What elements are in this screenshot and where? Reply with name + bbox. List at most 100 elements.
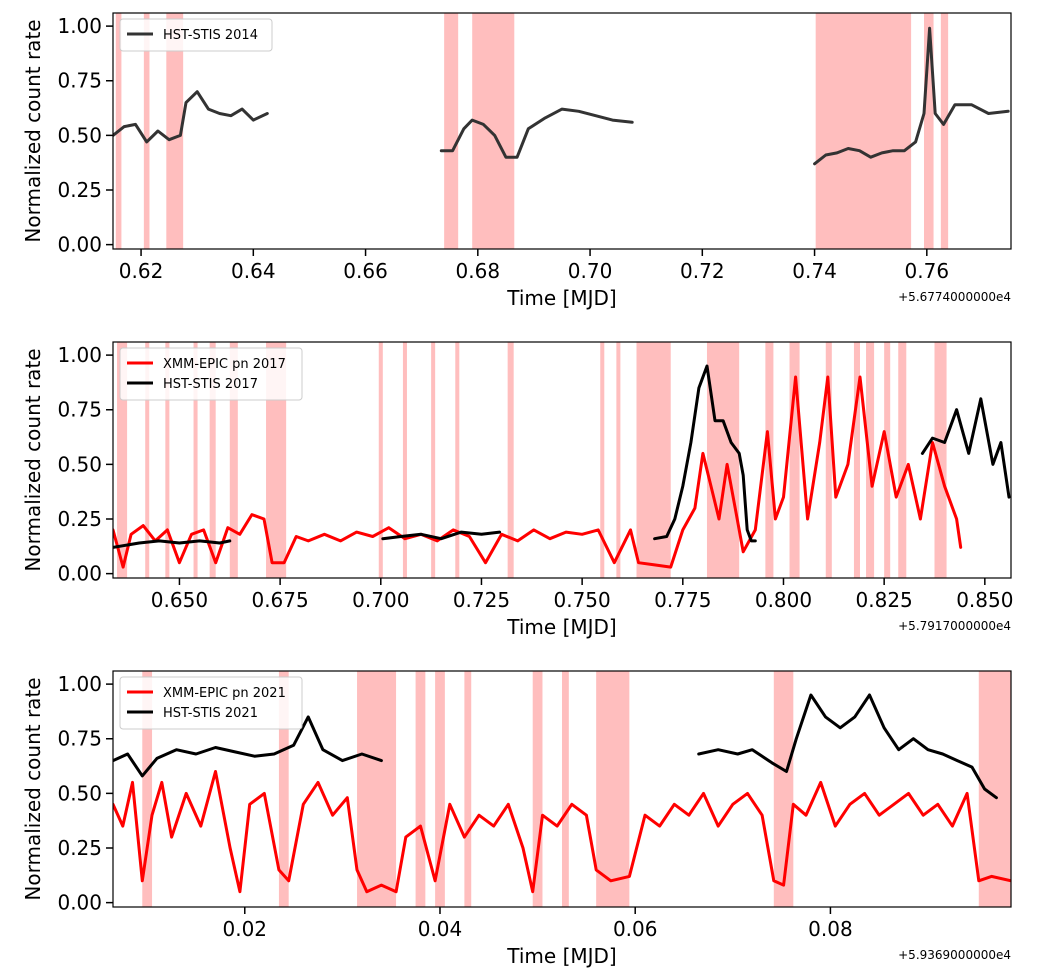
series-line-hst-stis-2017	[920, 397, 1011, 499]
series-line-xmm-epic-pn-2017	[113, 375, 963, 569]
shaded-interval	[142, 671, 153, 907]
x-offset-label: +5.9369000000e4	[898, 948, 1011, 962]
shaded-intervals	[115, 13, 949, 249]
x-tick-label: 0.725	[453, 588, 510, 612]
legend-entry: XMM-EPIC pn 2017	[163, 357, 286, 372]
shaded-interval	[616, 342, 621, 578]
y-tick-label: 0.00	[57, 233, 102, 257]
shaded-interval	[507, 342, 514, 578]
shaded-interval	[924, 13, 934, 249]
shaded-interval	[431, 342, 436, 578]
legend-entry: HST-STIS 2014	[163, 28, 258, 43]
y-tick-label: 0.25	[57, 836, 102, 860]
shaded-interval	[789, 342, 800, 578]
y-tick-label: 0.00	[57, 891, 102, 915]
shaded-interval	[884, 342, 891, 578]
series-lines	[113, 693, 1011, 894]
shaded-interval	[278, 671, 289, 907]
series-line-hst-stis-2014	[113, 90, 269, 144]
shaded-interval	[940, 13, 949, 249]
x-offset-label: +5.7917000000e4	[898, 619, 1011, 633]
x-axis-label: Time [MJD]	[506, 286, 616, 310]
shaded-interval	[229, 342, 238, 578]
axes-frame	[112, 670, 1012, 908]
shaded-intervals	[117, 342, 947, 578]
y-tick-label: 0.50	[57, 781, 102, 805]
x-tick-label: 0.800	[755, 588, 812, 612]
series-line-hst-stis-2021	[113, 715, 383, 778]
series-line-hst-stis-2014	[439, 107, 634, 159]
shaded-interval	[706, 342, 740, 578]
shaded-interval	[165, 342, 170, 578]
shaded-interval	[415, 671, 426, 907]
x-offset-label: +5.6774000000e4	[898, 290, 1011, 304]
y-axis-label: Normalized count rate	[21, 677, 45, 900]
series-line-hst-stis-2017	[653, 364, 757, 543]
x-tick-label: 0.72	[680, 259, 725, 283]
series-line-hst-stis-2017	[381, 530, 502, 541]
x-tick-label: 0.76	[905, 259, 950, 283]
shaded-interval	[898, 342, 907, 578]
x-axis-label: Time [MJD]	[506, 615, 616, 639]
x-tick-label: 0.62	[119, 259, 164, 283]
shaded-interval	[455, 342, 460, 578]
x-tick-label: 0.775	[654, 588, 711, 612]
x-tick-label: 0.66	[343, 259, 388, 283]
series-lines	[113, 364, 1011, 569]
shaded-interval	[464, 671, 472, 907]
legend: HST-STIS 2014	[119, 18, 273, 52]
legend-entry: HST-STIS 2021	[163, 706, 258, 721]
y-tick-label: 1.00	[57, 672, 102, 696]
shaded-interval	[532, 671, 543, 907]
shaded-interval	[357, 671, 397, 907]
x-tick-label: 0.68	[456, 259, 501, 283]
shaded-interval	[266, 342, 287, 578]
y-axis-label: Normalized count rate	[21, 348, 45, 571]
shaded-interval	[773, 671, 794, 907]
shaded-interval	[378, 342, 383, 578]
y-axis-label: Normalized count rate	[21, 19, 45, 242]
axes-frame	[112, 12, 1012, 250]
y-tick-label: 0.25	[57, 178, 102, 202]
shaded-interval	[562, 671, 569, 907]
y-tick-label: 0.75	[57, 398, 102, 422]
shaded-interval	[853, 342, 860, 578]
shaded-interval	[209, 342, 216, 578]
shaded-interval	[166, 13, 184, 249]
x-tick-label: 0.74	[792, 259, 837, 283]
panel-2014: 0.62 0.64 0.66 0.68 0.70 0.72 0.74 0.76 0.00 0.25…	[21, 12, 1012, 310]
shaded-interval	[934, 342, 947, 578]
y-tick-label: 1.00	[57, 343, 102, 367]
legend-entry: XMM-EPIC pn 2021	[163, 686, 286, 701]
x-tick-label: 0.750	[554, 588, 611, 612]
x-tick-label: 0.825	[856, 588, 913, 612]
y-tick-label: 0.50	[57, 123, 102, 147]
y-tick-label: 0.25	[57, 507, 102, 531]
legend-box	[119, 347, 303, 401]
series-line-hst-stis-2021	[697, 693, 998, 800]
axes-frame	[112, 341, 1012, 579]
y-tick-label: 1.00	[57, 14, 102, 38]
y-tick-label: 0.75	[57, 727, 102, 751]
series-line-xmm-epic-pn-2021	[113, 770, 1011, 894]
series-line-hst-stis-2014	[813, 26, 1010, 166]
panel-2017: 0.650 0.675 0.700 0.725 0.750 0.775 0.800 0.825…	[21, 341, 1013, 639]
x-tick-label: 0.64	[231, 259, 276, 283]
shaded-interval	[402, 342, 407, 578]
shaded-interval	[444, 13, 459, 249]
shaded-interval	[825, 342, 832, 578]
shaded-interval	[596, 671, 630, 907]
series-lines	[113, 26, 1010, 166]
x-tick-label: 0.700	[352, 588, 409, 612]
shaded-interval	[117, 342, 128, 578]
panel-2021: 0.02 0.04 0.06 0.08 0.00 0.25 0.50 0.75 1.00 Time…	[21, 670, 1012, 968]
legend-box	[119, 18, 273, 52]
shaded-interval	[193, 342, 198, 578]
shaded-interval	[143, 13, 150, 249]
series-line-hst-stis-2017	[113, 539, 232, 549]
shaded-interval	[815, 13, 912, 249]
legend-box	[119, 676, 303, 730]
x-tick-label: 0.650	[151, 588, 208, 612]
shaded-interval	[600, 342, 605, 578]
